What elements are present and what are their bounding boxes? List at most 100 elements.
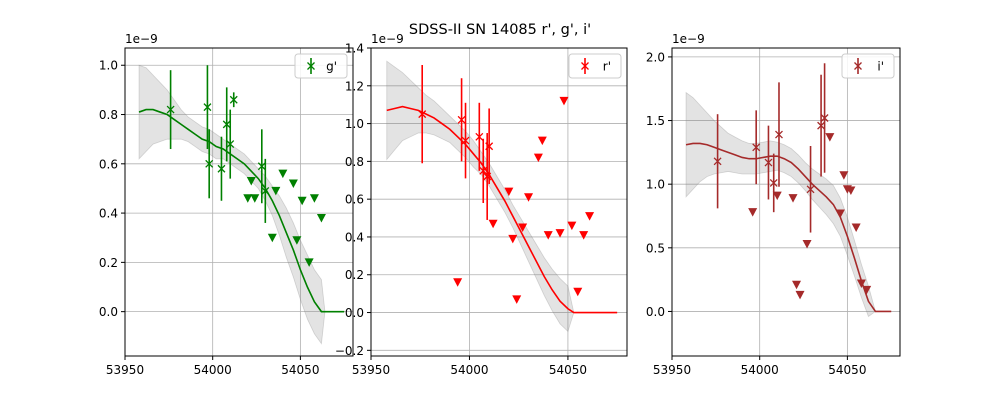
axes-frame	[370, 47, 628, 357]
upper-limit-marker	[567, 221, 577, 231]
upper-limit-marker	[512, 295, 522, 304]
x-tick-label: 54000	[450, 363, 488, 377]
legend-marker	[307, 62, 315, 70]
upper-limit-marker	[846, 186, 856, 196]
upper-limit-marker	[250, 194, 260, 203]
y-tick-label: 0.4	[99, 207, 118, 221]
legend: g'	[294, 53, 348, 79]
detection-marker	[485, 142, 494, 151]
x-tick-label: 53950	[106, 363, 144, 377]
legend-box	[568, 53, 622, 79]
detection-marker	[418, 110, 427, 119]
upper-limit-marker	[792, 280, 802, 290]
detection-marker	[806, 185, 815, 194]
upper-limit-marker	[559, 96, 569, 106]
upper-limit-marker	[508, 234, 518, 244]
y-tick-label: 0.6	[99, 157, 118, 171]
legend-label: i'	[877, 60, 884, 74]
y-tick-label: 1.0	[345, 117, 364, 131]
legend-marker	[581, 62, 589, 70]
upper-limit-marker	[518, 223, 528, 233]
upper-limit-marker	[772, 191, 782, 201]
upper-limit-marker	[835, 209, 845, 218]
x-tick-label: 54050	[828, 363, 866, 377]
figure-title: SDSS-II SN 14085 r', g', i'	[408, 22, 592, 38]
axes-frame	[124, 47, 354, 357]
detection-marker	[769, 178, 778, 187]
upper-limit-marker	[246, 177, 256, 186]
upper-limit-marker	[309, 194, 319, 203]
model-curve	[386, 105, 618, 314]
upper-limit-marker	[825, 133, 835, 142]
upper-limit-marker	[316, 214, 326, 223]
y-tick-label: 0.2	[99, 256, 118, 270]
upper-limit-marker	[533, 153, 543, 163]
detection-marker	[217, 164, 226, 173]
detection-marker	[457, 115, 466, 124]
x-tick-label: 54000	[194, 363, 232, 377]
upper-limit-marker	[288, 179, 298, 189]
upper-limit-marker	[524, 193, 534, 202]
upper-limit-marker	[555, 229, 565, 238]
detection-marker	[817, 121, 826, 130]
y-tick-label: 0.0	[99, 305, 118, 319]
y-tick-label: 0.4	[345, 230, 364, 244]
legend-label: r'	[603, 60, 611, 74]
x-tick-label: 53950	[653, 363, 691, 377]
y-tick-label: 0.5	[646, 241, 665, 255]
x-tick-label: 54050	[549, 363, 587, 377]
upper-limit-marker	[862, 285, 872, 295]
detection-marker	[820, 114, 829, 122]
detection-marker	[222, 120, 231, 129]
detection-marker	[229, 95, 238, 104]
upper-limit-marker	[573, 287, 583, 297]
legend-label: g'	[326, 60, 337, 74]
y-tick-label: 1.2	[345, 79, 364, 93]
upper-limit-marker	[802, 240, 812, 249]
axes-frame	[671, 47, 901, 357]
x-tick-label: 54050	[281, 363, 319, 377]
y-tick-label: 0.8	[99, 108, 118, 122]
upper-limit-marker	[453, 278, 463, 287]
detection-marker	[713, 157, 722, 166]
y-tick-label: 0.6	[345, 193, 364, 207]
detection-marker	[479, 166, 488, 175]
upper-limit-marker	[271, 186, 281, 196]
y-tick-label: 1.4	[345, 42, 364, 56]
legend: i'	[841, 53, 895, 79]
upper-limit-marker	[851, 223, 861, 232]
legend: r'	[568, 53, 622, 79]
upper-limit-marker	[267, 233, 277, 243]
upper-limit-marker	[795, 290, 805, 300]
y-tick-label: 1.0	[99, 59, 118, 73]
panel-1: 53950 54000 54050 0.0 0.2 0.4 0.6 0.8 1.0 1e−9 g'	[99, 32, 354, 377]
legend-box	[841, 53, 895, 79]
upper-limit-marker	[297, 196, 307, 206]
upper-limit-marker	[543, 231, 553, 240]
y-tick-label: 2.0	[646, 50, 665, 64]
upper-limit-marker	[292, 236, 302, 245]
y-tick-label: 0.0	[345, 306, 364, 320]
x-tick-label: 53950	[352, 363, 390, 377]
model-curve	[138, 108, 345, 313]
y-tick-label: −0.2	[335, 344, 364, 358]
detection-marker	[752, 143, 761, 152]
upper-limit-marker	[304, 258, 314, 267]
upper-limit-marker	[537, 136, 547, 146]
detection-marker	[461, 136, 470, 145]
detection-marker	[205, 159, 214, 168]
x-tick-label: 54000	[741, 363, 779, 377]
detection-marker	[475, 132, 484, 141]
detection-marker	[775, 130, 783, 139]
legend-marker	[854, 62, 862, 70]
upper-limit-marker	[579, 231, 589, 240]
legend-box	[294, 53, 348, 79]
y-tick-label: 0.2	[345, 268, 364, 282]
detection-marker	[166, 105, 175, 114]
y-scale-label: 1e−9	[672, 32, 705, 46]
upper-limit-marker	[788, 194, 798, 203]
detection-marker	[226, 140, 235, 149]
detection-marker	[261, 186, 270, 195]
y-scale-label: 1e−9	[371, 32, 404, 46]
